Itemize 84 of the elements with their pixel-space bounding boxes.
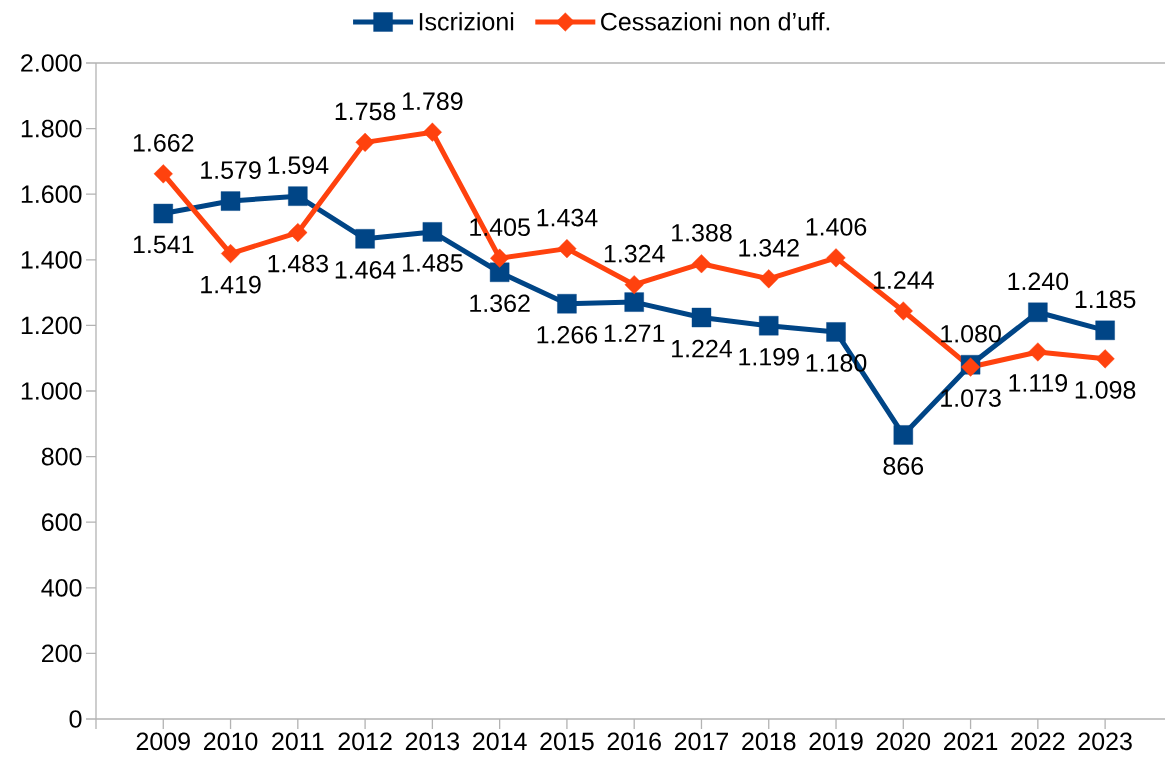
y-tick-label: 1.800 <box>21 119 82 138</box>
data-label: 1.789 <box>403 92 463 111</box>
y-tick-label: 800 <box>41 447 82 466</box>
x-tick-label: 2009 <box>136 732 190 751</box>
data-label: 1.185 <box>1075 290 1136 309</box>
data-label: 1.199 <box>739 347 799 366</box>
data-label: 1.073 <box>941 389 1001 407</box>
point <box>624 292 644 312</box>
data-label: 1.342 <box>739 238 799 257</box>
point <box>759 316 779 336</box>
point <box>893 425 913 445</box>
data-label: 866 <box>883 457 924 475</box>
point <box>826 248 846 268</box>
data-label: 1.406 <box>806 217 867 236</box>
point <box>1028 342 1048 362</box>
point <box>221 244 241 264</box>
y-tick-label: 0 <box>69 710 82 728</box>
data-label: 1.594 <box>268 156 329 175</box>
y-tick-label: 1.600 <box>21 185 82 204</box>
data-label: 1.419 <box>201 275 261 294</box>
x-tick-label: 2017 <box>674 732 729 751</box>
data-label: 1.244 <box>873 271 934 289</box>
data-label: 1.388 <box>672 223 732 242</box>
point <box>220 191 241 211</box>
data-label: 1.464 <box>335 260 396 279</box>
point <box>759 269 779 289</box>
x-tick-label: 2010 <box>203 732 258 751</box>
point <box>422 222 443 242</box>
x-tick-label: 2016 <box>607 732 661 751</box>
y-tick-label: 2.000 <box>21 54 82 72</box>
data-label: 1.362 <box>470 294 530 313</box>
point <box>490 248 510 268</box>
point <box>489 262 510 282</box>
point <box>557 239 577 259</box>
point <box>153 164 173 184</box>
data-label: 1.240 <box>1008 272 1069 291</box>
point <box>1095 320 1115 341</box>
x-tick-label: 2019 <box>809 732 863 751</box>
y-tick-label: 400 <box>41 578 82 597</box>
data-label: 1.266 <box>537 325 598 344</box>
x-tick-label: 2018 <box>742 732 796 751</box>
data-label: 1.483 <box>268 254 329 273</box>
y-tick-label: 600 <box>42 513 82 532</box>
data-label: 1.119 <box>1009 374 1068 392</box>
y-tick-label: 200 <box>42 644 82 663</box>
y-tick-label: 1.400 <box>21 250 82 269</box>
data-label: 1.271 <box>604 324 665 342</box>
data-label: 1.098 <box>1075 381 1136 399</box>
data-label: 1.224 <box>672 339 733 358</box>
data-label: 1.758 <box>335 102 396 121</box>
point <box>691 307 712 328</box>
x-tick-label: 2022 <box>1011 732 1065 751</box>
y-tick-label: 1.200 <box>21 316 82 335</box>
data-label: 1.541 <box>133 235 194 254</box>
point <box>557 294 577 314</box>
point <box>422 122 442 142</box>
point <box>355 132 375 152</box>
data-label: 1.324 <box>604 244 665 263</box>
x-tick-label: 2011 <box>272 732 324 751</box>
data-label: 1.080 <box>941 324 1001 343</box>
point <box>1028 302 1048 322</box>
point <box>288 223 308 243</box>
point <box>691 254 712 274</box>
legend-label: Cessazioni non d’uff. <box>601 12 830 31</box>
x-tick-label: 2013 <box>405 732 460 751</box>
x-tick-label: 2020 <box>876 732 931 751</box>
y-tick-label: 1.000 <box>21 382 82 400</box>
point <box>1095 349 1115 369</box>
point <box>624 275 644 295</box>
point <box>153 203 173 224</box>
data-label: 1.579 <box>201 161 261 179</box>
x-tick-label: 2021 <box>944 732 998 751</box>
point <box>355 229 375 249</box>
point <box>288 186 308 206</box>
x-tick-label: 2012 <box>338 732 392 751</box>
legend-label: Iscrizioni <box>419 12 514 31</box>
x-tick-label: 2023 <box>1078 732 1132 751</box>
x-tick-label: 2014 <box>473 732 527 751</box>
point <box>826 322 846 342</box>
data-label: 1.662 <box>133 134 194 152</box>
data-label: 1.434 <box>537 208 598 227</box>
point <box>893 301 913 321</box>
data-label: 1.485 <box>403 254 463 272</box>
x-tick-label: 2015 <box>540 732 594 751</box>
